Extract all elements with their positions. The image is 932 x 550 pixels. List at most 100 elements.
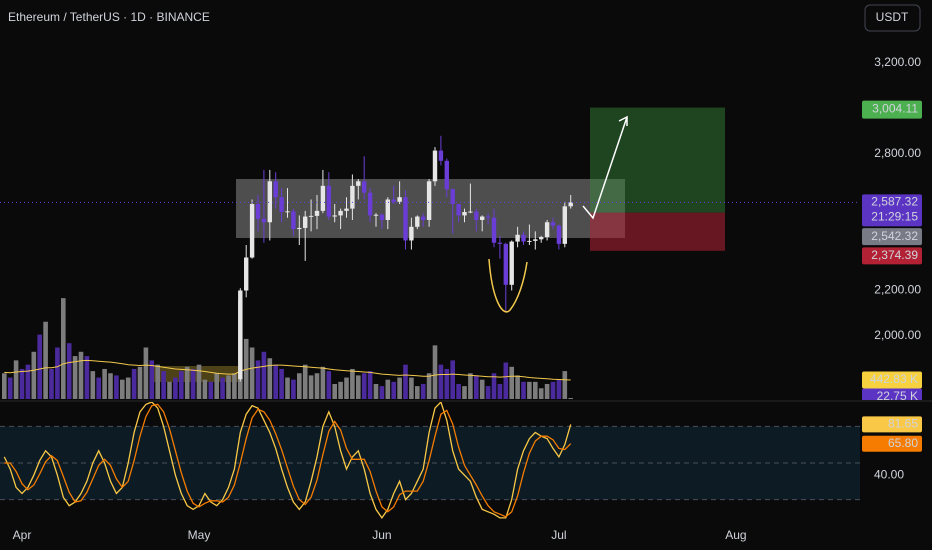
- target-zone: [590, 107, 725, 213]
- candle-body: [267, 181, 272, 223]
- volume-bar: [297, 373, 302, 399]
- volume-bar: [143, 347, 149, 399]
- stoch-pane: [0, 402, 860, 520]
- volume-bar: [108, 373, 113, 399]
- volume-last-label-box: [862, 388, 922, 400]
- volume-bar: [538, 388, 544, 399]
- volume-ma-line: [4, 359, 571, 381]
- volume-bar: [131, 368, 137, 399]
- volume-last-label: 22.75 K: [877, 389, 918, 403]
- volume-bar: [556, 379, 562, 399]
- volume-bar: [72, 356, 78, 399]
- volume-bar: [462, 386, 467, 399]
- currency[interactable]: USDT: [876, 10, 909, 24]
- volume-bar: [7, 377, 13, 399]
- stoch-value-label-box: [862, 416, 922, 433]
- stoch-line: [4, 403, 572, 518]
- volume-bar: [96, 377, 101, 399]
- candle-body: [480, 216, 485, 220]
- volume-bar: [120, 379, 125, 399]
- candle-body: [491, 217, 497, 243]
- candle-body: [503, 243, 508, 285]
- volume-bar: [320, 366, 326, 399]
- volume-ma-label: 442.83 K: [870, 372, 918, 386]
- volume-bar: [84, 356, 90, 399]
- volume-bar: [426, 373, 432, 399]
- volume-bar: [332, 383, 337, 399]
- volume-bar: [255, 360, 261, 399]
- volume-bar: [356, 375, 361, 399]
- y-tick-label: 3,200.00: [874, 55, 921, 69]
- volume-bar: [102, 368, 107, 399]
- volume-bar: [137, 366, 143, 399]
- entry-label: 2,542.32: [871, 229, 918, 243]
- candle-body: [421, 216, 426, 220]
- volume-bar: [415, 386, 420, 399]
- candle-body: [462, 212, 467, 216]
- candle-body: [544, 222, 550, 238]
- volume-bar: [13, 360, 19, 399]
- volume-bar: [125, 377, 131, 399]
- volume-bar: [19, 368, 25, 399]
- candle-body: [249, 204, 255, 258]
- candle-body: [533, 239, 538, 241]
- candle-body: [432, 150, 438, 182]
- volume-bar: [291, 379, 296, 399]
- volume-bar: [474, 375, 479, 399]
- volume-bar: [78, 351, 84, 399]
- candle-body: [373, 214, 379, 216]
- y-tick-label: 2,000.00: [874, 328, 921, 342]
- x-tick-label: Apr: [13, 528, 32, 542]
- volume-bar: [544, 383, 550, 399]
- stop-zone: [590, 212, 725, 251]
- projection-arrow: [582, 115, 628, 220]
- volume-bar: [497, 383, 503, 399]
- volume-bar: [161, 371, 166, 399]
- volume-bar: [503, 362, 509, 399]
- volume-bar: [25, 364, 31, 399]
- volume-bar: [509, 366, 514, 399]
- volume-bar: [202, 379, 208, 399]
- volume-bar: [90, 371, 96, 399]
- volume-bar: [196, 364, 202, 399]
- volume-bar: [409, 377, 414, 399]
- volume-bar: [479, 379, 485, 399]
- volume-bar: [403, 364, 408, 399]
- candle-body: [308, 215, 314, 217]
- stop-label-box: [862, 247, 922, 265]
- chart-title: Ethereum / TetherUS · 1D · BINANCE: [8, 10, 210, 24]
- volume-bar: [173, 377, 178, 399]
- candle-body: [539, 237, 544, 240]
- price-pane: [0, 107, 860, 399]
- currency-button[interactable]: [864, 4, 921, 32]
- volume-bar: [31, 351, 37, 399]
- volume-bar: [155, 364, 160, 399]
- candle-body: [320, 185, 326, 211]
- volume-bar: [114, 375, 119, 399]
- volume-bar: [420, 383, 426, 399]
- last-price-box: [862, 194, 922, 227]
- stoch-value-label: 65.80: [888, 436, 918, 450]
- volume-bar: [184, 366, 190, 399]
- volume-bar: [367, 371, 373, 399]
- candle-body: [556, 225, 562, 244]
- candle-body: [456, 204, 461, 216]
- candle-body: [314, 210, 320, 216]
- candle-body: [297, 227, 302, 230]
- candle-body: [238, 290, 243, 380]
- volume-bar: [485, 386, 491, 399]
- volume-bar: [344, 377, 349, 399]
- candle-body: [497, 242, 503, 244]
- candle-body: [403, 197, 408, 241]
- volume-bar: [149, 360, 155, 399]
- volume-bar: [444, 368, 450, 399]
- volume-bar: [373, 383, 379, 399]
- x-tick-label: Jun: [372, 528, 391, 542]
- stoch-axis: 40.00 81.65 65.80: [862, 416, 922, 481]
- volume-bar: [397, 377, 402, 399]
- volume-bar: [232, 373, 237, 399]
- volume-bar: [2, 373, 7, 399]
- candle-body: [367, 192, 373, 216]
- stoch-value-label-box: [862, 435, 922, 452]
